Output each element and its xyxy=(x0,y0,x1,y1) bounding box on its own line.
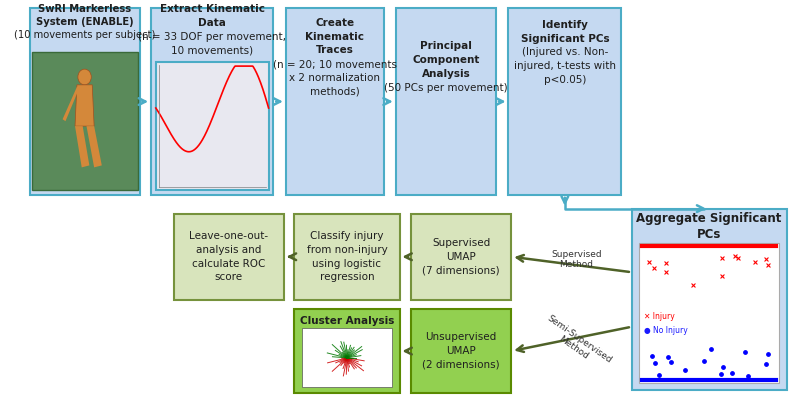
Text: Significant PCs: Significant PCs xyxy=(521,34,609,44)
Text: System (ENABLE): System (ENABLE) xyxy=(36,17,134,27)
Text: Traces: Traces xyxy=(316,46,354,56)
Text: Extract Kinematic: Extract Kinematic xyxy=(160,4,265,14)
Text: (2 dimensions): (2 dimensions) xyxy=(422,360,500,370)
FancyBboxPatch shape xyxy=(411,309,511,393)
Point xyxy=(642,259,655,266)
Point xyxy=(749,259,762,266)
Point xyxy=(646,352,658,359)
Point xyxy=(647,265,660,272)
Text: Unsupervised: Unsupervised xyxy=(426,332,497,342)
Point xyxy=(738,348,751,355)
Bar xyxy=(302,328,392,387)
Bar xyxy=(31,52,138,190)
Text: score: score xyxy=(215,272,243,282)
Text: Analysis: Analysis xyxy=(422,69,470,79)
FancyBboxPatch shape xyxy=(286,8,384,195)
Point xyxy=(678,367,691,373)
FancyBboxPatch shape xyxy=(151,8,274,195)
Text: Principal: Principal xyxy=(420,42,472,52)
Point xyxy=(762,350,774,357)
Point xyxy=(705,346,718,352)
Text: Kinematic: Kinematic xyxy=(306,32,365,42)
Text: 10 movements): 10 movements) xyxy=(171,46,254,56)
Point xyxy=(742,372,754,379)
Text: p<0.05): p<0.05) xyxy=(544,75,586,85)
Text: Create: Create xyxy=(315,18,354,28)
Text: Aggregate Significant: Aggregate Significant xyxy=(637,212,782,225)
FancyBboxPatch shape xyxy=(396,8,496,195)
Point xyxy=(716,364,729,370)
Point xyxy=(729,253,742,259)
Text: calculate ROC: calculate ROC xyxy=(192,259,266,269)
Text: (50 PCs per movement): (50 PCs per movement) xyxy=(384,83,508,93)
FancyBboxPatch shape xyxy=(294,309,399,393)
Text: Data: Data xyxy=(198,18,226,28)
Point xyxy=(662,354,674,360)
Text: ✕ Injury: ✕ Injury xyxy=(644,312,675,320)
Point xyxy=(648,360,661,366)
Polygon shape xyxy=(86,126,102,167)
Text: UMAP: UMAP xyxy=(446,346,476,356)
Text: Supervised
Method: Supervised Method xyxy=(551,250,602,269)
Text: (Injured vs. Non-: (Injured vs. Non- xyxy=(522,48,608,58)
FancyBboxPatch shape xyxy=(294,214,399,300)
Ellipse shape xyxy=(78,69,91,85)
FancyBboxPatch shape xyxy=(30,8,139,195)
Point xyxy=(759,360,772,367)
Point xyxy=(715,254,728,261)
Text: (n = 33 DOF per movement,: (n = 33 DOF per movement, xyxy=(138,32,286,42)
Point xyxy=(715,273,728,279)
FancyBboxPatch shape xyxy=(174,214,284,300)
Point xyxy=(665,359,678,366)
Point xyxy=(698,358,710,364)
Text: (10 movements per subject): (10 movements per subject) xyxy=(14,30,155,40)
Point xyxy=(659,260,672,266)
Text: Supervised: Supervised xyxy=(432,238,490,248)
Text: UMAP: UMAP xyxy=(446,252,476,262)
Text: analysis and: analysis and xyxy=(196,245,262,255)
Text: ● No Injury: ● No Injury xyxy=(644,326,688,334)
Point xyxy=(659,269,672,275)
Polygon shape xyxy=(75,85,94,126)
Text: (7 dimensions): (7 dimensions) xyxy=(422,266,500,276)
Bar xyxy=(156,62,269,190)
Text: Classify injury: Classify injury xyxy=(310,231,384,241)
Text: (n = 20; 10 movements: (n = 20; 10 movements xyxy=(273,59,397,69)
Text: PCs: PCs xyxy=(697,228,722,241)
FancyBboxPatch shape xyxy=(411,214,511,300)
Bar xyxy=(639,243,779,384)
Text: regression: regression xyxy=(320,272,374,282)
FancyBboxPatch shape xyxy=(632,209,786,390)
Point xyxy=(687,282,700,288)
Text: Component: Component xyxy=(412,55,479,65)
Text: Cluster Analysis: Cluster Analysis xyxy=(300,316,394,326)
Text: x 2 normalization: x 2 normalization xyxy=(290,73,381,83)
Text: SwRI Markerless: SwRI Markerless xyxy=(38,4,131,14)
Text: Semi-Supervised
Method: Semi-Supervised Method xyxy=(539,314,614,374)
Point xyxy=(732,254,745,261)
Point xyxy=(762,262,774,269)
Text: methods): methods) xyxy=(310,87,360,97)
Text: Identify: Identify xyxy=(542,20,588,30)
Point xyxy=(714,371,727,377)
Text: from non-injury: from non-injury xyxy=(306,245,387,255)
Text: Leave-one-out-: Leave-one-out- xyxy=(190,231,269,241)
Text: using logistic: using logistic xyxy=(313,259,382,269)
Polygon shape xyxy=(62,87,80,121)
Point xyxy=(652,372,665,378)
Point xyxy=(759,256,772,262)
Point xyxy=(726,370,738,377)
Text: injured, t-tests with: injured, t-tests with xyxy=(514,61,616,71)
Polygon shape xyxy=(75,126,90,167)
FancyBboxPatch shape xyxy=(509,8,622,195)
